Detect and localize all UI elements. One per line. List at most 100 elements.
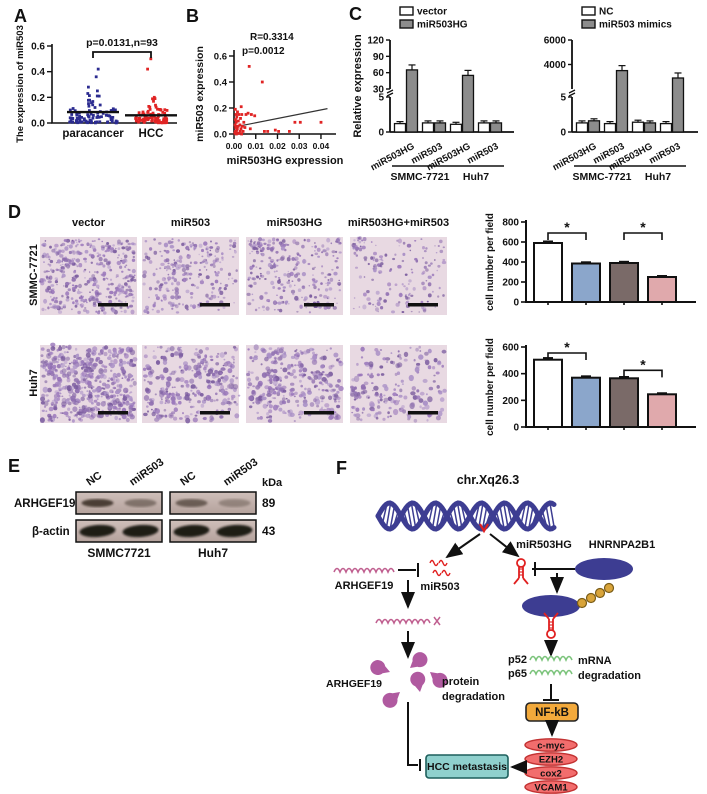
cell (48, 290, 53, 294)
cell (253, 241, 257, 243)
cell (83, 364, 86, 367)
cell (167, 240, 172, 245)
cell (109, 268, 113, 272)
cell (424, 404, 430, 410)
cell (103, 351, 108, 357)
cell (50, 402, 55, 406)
data-point (163, 120, 166, 124)
cell (226, 392, 230, 395)
cell (75, 258, 79, 262)
cell (361, 411, 364, 414)
cell (117, 256, 119, 259)
cell (126, 294, 130, 298)
cell (55, 280, 57, 283)
cell (149, 398, 153, 402)
cell (61, 273, 66, 278)
cell (290, 355, 295, 359)
cell (104, 383, 111, 389)
cell (391, 310, 395, 314)
cell (374, 305, 377, 307)
cell (335, 250, 338, 253)
band-arhgef19 (218, 499, 251, 507)
cell (118, 403, 123, 408)
cell (144, 346, 147, 349)
data-point (87, 85, 90, 89)
cell (166, 399, 171, 404)
cell (280, 283, 284, 286)
data-point (94, 120, 97, 124)
degraded-protein-icon (370, 660, 390, 676)
cell (224, 351, 227, 355)
cell (190, 262, 192, 264)
dna-strand (375, 500, 557, 532)
cell (370, 372, 373, 375)
cell (88, 277, 93, 282)
cell (59, 306, 62, 308)
cell (171, 238, 174, 241)
data-point (239, 117, 242, 120)
cell (102, 393, 105, 396)
cell (173, 407, 178, 412)
cell (96, 252, 100, 255)
cell (45, 270, 49, 273)
cell (106, 402, 112, 407)
cell (290, 363, 294, 367)
cell (259, 249, 263, 253)
cell (122, 401, 126, 404)
cell (81, 405, 86, 410)
cell (51, 298, 55, 302)
column-header-mir503: miR503 (170, 217, 211, 229)
cell (43, 244, 46, 247)
cell (203, 258, 208, 263)
cell (361, 245, 366, 250)
cell (424, 261, 428, 265)
y-axis-label: cell number per field (485, 213, 496, 311)
sig-bracket (623, 232, 663, 240)
data-point (236, 110, 239, 114)
trend-line (234, 108, 328, 128)
transwell-image (39, 237, 137, 315)
legend-label: miR503 mimics (599, 20, 672, 31)
cell (228, 408, 231, 412)
cell (171, 370, 176, 375)
cell (112, 381, 117, 385)
cell (115, 276, 118, 278)
cell (432, 366, 436, 370)
cell (294, 364, 297, 367)
cell (87, 366, 92, 370)
cell (180, 384, 185, 388)
cell (61, 260, 64, 263)
cell (57, 358, 60, 361)
data-point (82, 118, 86, 122)
cell (435, 415, 441, 421)
cell (44, 368, 48, 372)
cell (422, 256, 424, 260)
data-point (95, 94, 99, 98)
cell (272, 286, 276, 289)
cell (56, 348, 59, 352)
cell (173, 416, 178, 421)
cell (206, 384, 212, 390)
cell (418, 311, 420, 313)
cell (119, 265, 123, 269)
cell (145, 364, 150, 368)
cell (338, 384, 340, 387)
cell (272, 237, 276, 242)
cell (301, 272, 306, 277)
cell (286, 257, 291, 262)
bar (671, 77, 685, 133)
cell (277, 277, 281, 279)
y-tick-label: 5 (378, 93, 384, 104)
data-point (157, 119, 161, 122)
cell (171, 302, 175, 306)
y-tick-label: 400 (502, 369, 519, 380)
lane-label: NC (178, 469, 198, 488)
cell (283, 273, 287, 277)
cell (182, 264, 186, 269)
data-point (155, 120, 158, 124)
sig-bracket (92, 51, 152, 58)
cell (65, 356, 70, 361)
cell (132, 380, 137, 386)
cell (64, 246, 69, 251)
